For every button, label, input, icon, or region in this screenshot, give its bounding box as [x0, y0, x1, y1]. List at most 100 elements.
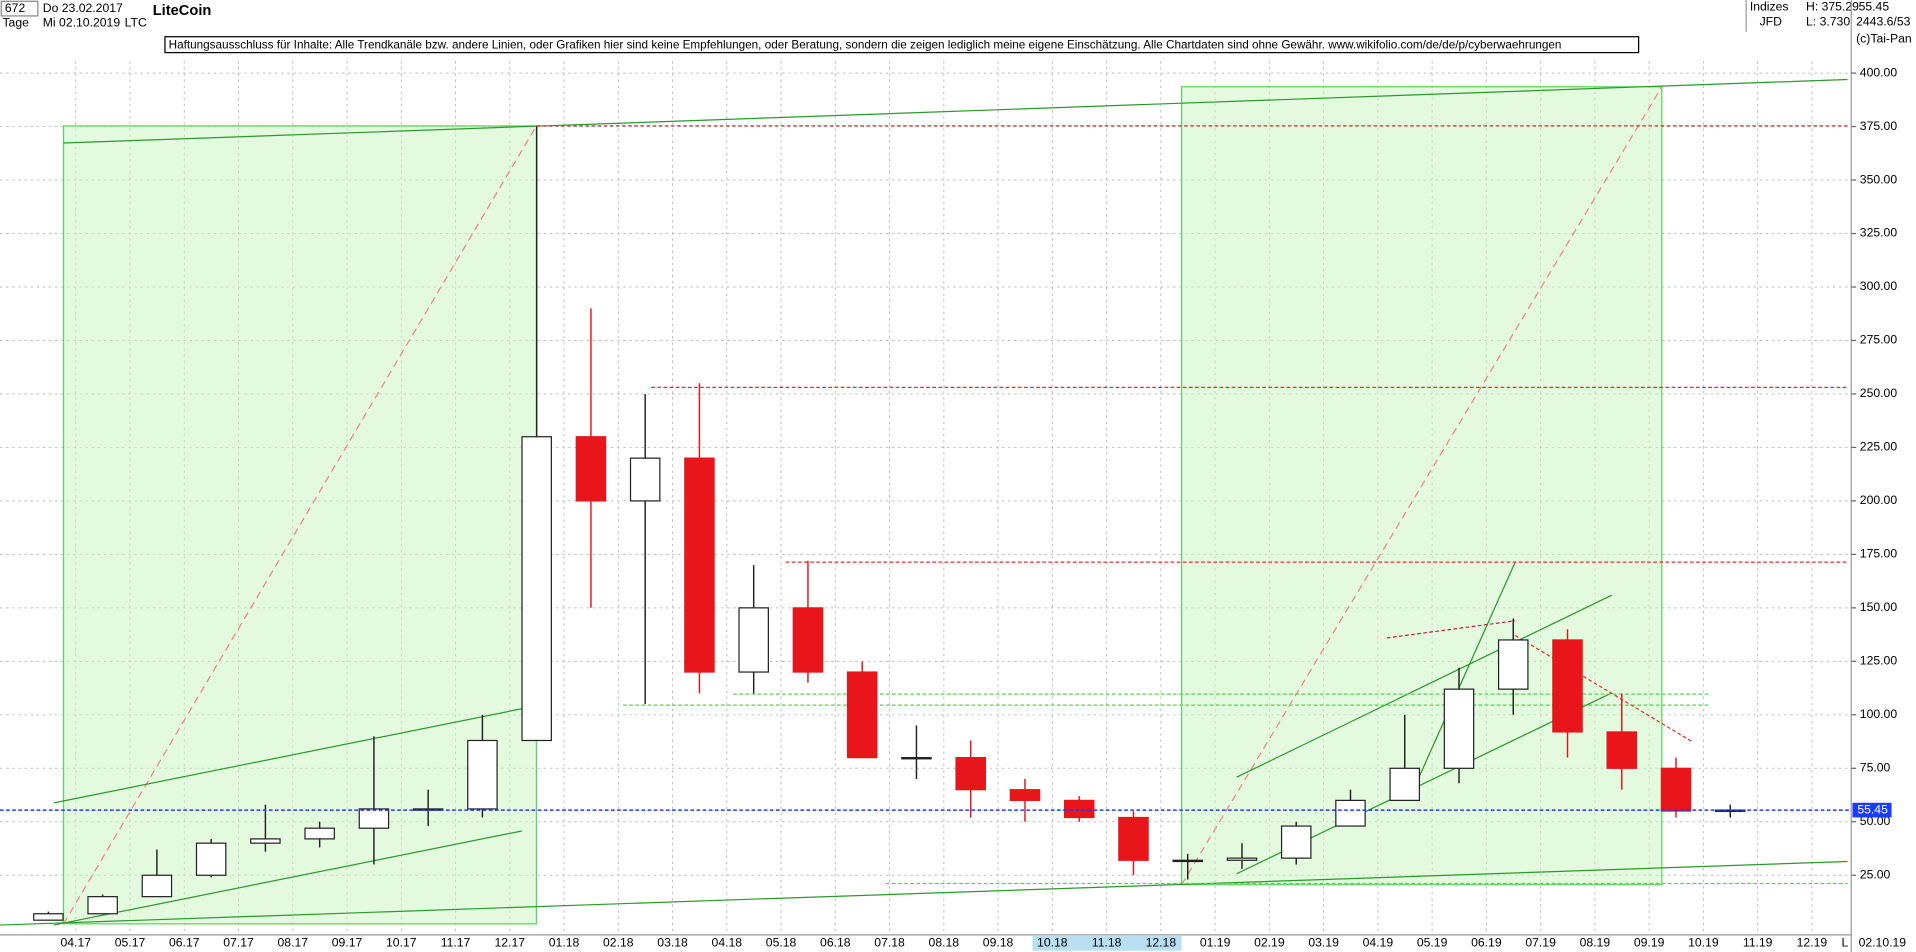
candle-body: [141, 874, 173, 898]
low: L: 3.730: [1806, 14, 1850, 28]
x-tick-label: 07.19: [1525, 936, 1556, 950]
candle-body: [738, 607, 769, 673]
candle-body: [1335, 799, 1366, 827]
candle-body: [1063, 799, 1095, 819]
x-tick-label: 02.18: [603, 936, 634, 950]
x-tick-label: 12.19: [1797, 936, 1828, 950]
candle-body: [358, 808, 390, 829]
y-tick-label: 225.00: [1860, 440, 1898, 454]
candle-body: [87, 896, 118, 915]
diagonal: [1181, 86, 1663, 886]
broker: JFD: [1760, 14, 1783, 28]
x-tick-label: 01.18: [549, 936, 580, 950]
chart-title: LiteCoin: [153, 3, 212, 19]
period[interactable]: Tage: [2, 15, 29, 29]
extra: 2443.6/53: [1856, 14, 1911, 28]
y-tick-label: 175.00: [1860, 547, 1898, 561]
x-tick-label: 09.19: [1634, 936, 1665, 950]
x-tick-label: 09.18: [983, 936, 1014, 950]
x-tick-label: 08.17: [278, 936, 309, 950]
trend-line: [53, 708, 522, 804]
x-tick-label: 05.18: [766, 936, 797, 950]
candle-body: [1660, 767, 1692, 812]
x-tick-label: 02.19: [1254, 936, 1285, 950]
high: H: 375.29: [1806, 0, 1859, 14]
x-tick-label: 11.17: [441, 936, 471, 950]
x-highlight: [1032, 936, 1182, 951]
x-tick-label: 12.17: [495, 936, 526, 950]
x-tick-label: 07.17: [223, 936, 254, 950]
x-tick-label: 04.17: [60, 936, 91, 950]
trend-line: [1386, 620, 1516, 639]
candle-body: [1497, 639, 1529, 690]
x-tick-label: 09.17: [332, 936, 363, 950]
candle-body: [629, 457, 661, 502]
y-tick-label: 100.00: [1860, 707, 1898, 721]
x-tick-label: 08.18: [929, 936, 960, 950]
candle-body: [1552, 639, 1583, 733]
current-price-label: 55.45: [1857, 802, 1888, 816]
candle-body: [33, 913, 64, 921]
y-tick-label: 150.00: [1860, 600, 1898, 614]
x-tick-label: 11.18: [1092, 936, 1122, 950]
footer-left: L: [1841, 936, 1848, 950]
copyright: (c)Tai-Pan: [1856, 31, 1912, 45]
y-tick-label: 25.00: [1860, 867, 1891, 881]
bars-box[interactable]: [0, 0, 39, 17]
current-price-box: [1852, 802, 1892, 818]
candle-body: [1389, 767, 1421, 801]
trend-line: [0, 860, 1848, 926]
candle-body: [846, 671, 878, 759]
y-tick-label: 50.00: [1860, 814, 1891, 828]
candle-body: [684, 457, 715, 673]
x-tick-label: 10.17: [386, 936, 417, 950]
candle-body: [955, 756, 986, 791]
x-tick-label: 05.19: [1417, 936, 1448, 950]
y-tick-label: 400.00: [1860, 65, 1898, 79]
candle-body: [304, 827, 335, 840]
candle-body: [1443, 688, 1475, 769]
candle-body: [1009, 789, 1041, 801]
x-tick-label: 08.19: [1580, 936, 1611, 950]
y-tick-label: 325.00: [1860, 226, 1898, 240]
candle-body: [792, 607, 824, 673]
bars: 672: [5, 1, 26, 15]
candle-body: [575, 436, 607, 502]
x-tick-label: 06.18: [820, 936, 851, 950]
trend-line: [1410, 561, 1516, 795]
y-tick-label: 350.00: [1860, 172, 1898, 186]
disclaimer-box: [164, 36, 1640, 54]
candle-body: [521, 436, 552, 742]
trend-line: [53, 830, 522, 926]
x-tick-label: 11.19: [1743, 936, 1773, 950]
candle-body: [1280, 825, 1312, 859]
y-tick-label: 125.00: [1860, 654, 1898, 668]
end-date: Mi 02.10.2019: [43, 15, 121, 29]
diagonal: [63, 125, 537, 925]
x-tick-label: 04.19: [1363, 936, 1394, 950]
market: Indizes: [1750, 0, 1789, 14]
candle-body: [901, 756, 932, 760]
x-tick-label: 12.18: [1146, 936, 1177, 950]
y-tick-label: 200.00: [1860, 493, 1898, 507]
x-tick-label: 01.19: [1200, 936, 1231, 950]
x-tick-label: 03.18: [657, 936, 688, 950]
trend-line: [1514, 634, 1693, 743]
plot: [0, 78, 1848, 926]
candle-body: [1172, 859, 1203, 863]
last: 55.45: [1859, 0, 1890, 14]
y-tick-label: 300.00: [1860, 279, 1898, 293]
candle-body: [250, 838, 281, 844]
x-tick-label: 06.19: [1471, 936, 1502, 950]
y-tick-label: 250.00: [1860, 386, 1898, 400]
candle-body: [1226, 857, 1258, 861]
x-tick-label: 05.17: [115, 936, 146, 950]
x-tick-label: 03.19: [1308, 936, 1339, 950]
x-tick-label: 10.18: [1037, 936, 1068, 950]
x-tick-label: 06.17: [169, 936, 200, 950]
footer-date: 02.10.19: [1859, 936, 1907, 950]
chart-subtitle: Haftungsausschluss für Inhalte: Alle Tre…: [169, 38, 1562, 51]
candle-body: [1606, 731, 1638, 769]
x-tick-label: 07.18: [874, 936, 905, 950]
